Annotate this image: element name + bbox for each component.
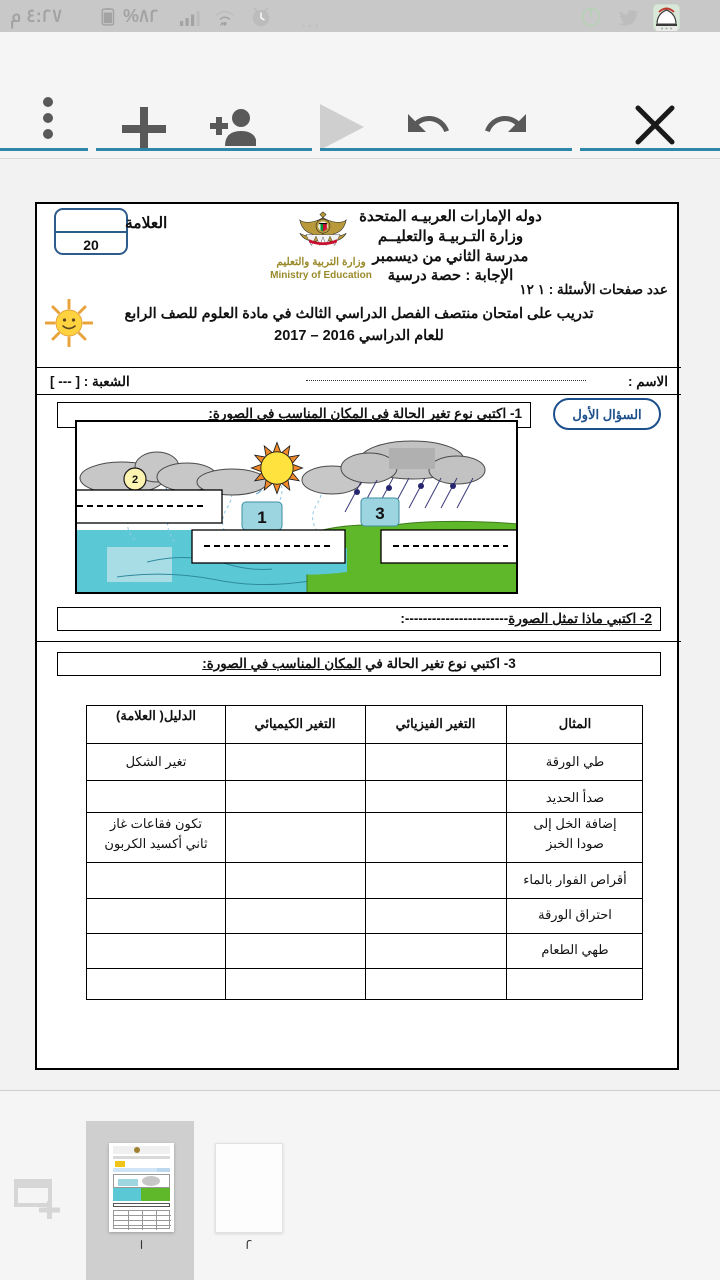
- svg-text:1: 1: [257, 508, 266, 527]
- svg-text:2: 2: [132, 474, 138, 486]
- svg-text:3: 3: [375, 504, 384, 523]
